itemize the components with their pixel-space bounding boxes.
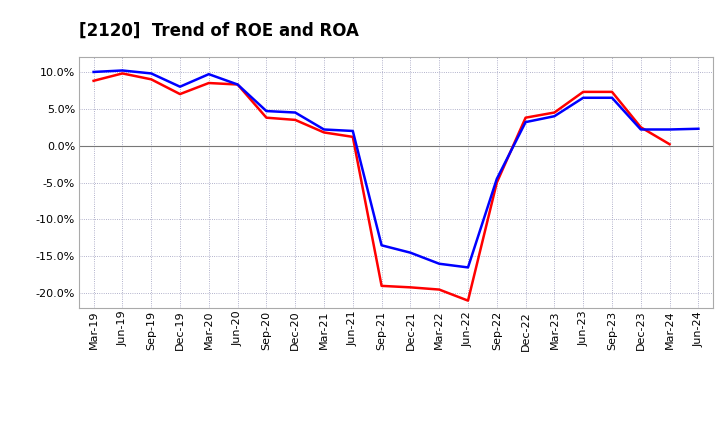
ROA: [492, 176, 501, 182]
ROE: [377, 283, 386, 289]
ROE: [204, 81, 213, 86]
ROA: [636, 127, 645, 132]
ROE: [492, 180, 501, 185]
ROA: [521, 120, 530, 125]
ROA: [550, 114, 559, 119]
ROA: [608, 95, 616, 100]
ROA: [89, 70, 98, 75]
ROA: [262, 108, 271, 114]
ROE: [406, 285, 415, 290]
ROE: [176, 92, 184, 97]
ROE: [550, 110, 559, 115]
ROA: [579, 95, 588, 100]
Line: ROE: ROE: [94, 73, 670, 301]
ROE: [636, 125, 645, 130]
ROA: [320, 127, 328, 132]
ROE: [262, 115, 271, 120]
ROE: [579, 89, 588, 95]
ROA: [464, 265, 472, 270]
ROE: [118, 71, 127, 76]
ROE: [348, 134, 357, 139]
ROA: [665, 127, 674, 132]
ROA: [118, 68, 127, 73]
ROE: [435, 287, 444, 292]
ROE: [608, 89, 616, 95]
ROE: [233, 82, 242, 87]
ROE: [320, 130, 328, 135]
ROA: [147, 71, 156, 76]
Line: ROA: ROA: [94, 70, 698, 268]
ROA: [233, 82, 242, 87]
ROE: [147, 77, 156, 82]
ROA: [348, 128, 357, 134]
ROA: [406, 250, 415, 255]
ROA: [435, 261, 444, 266]
ROA: [291, 110, 300, 115]
ROA: [694, 126, 703, 132]
Text: [2120]  Trend of ROE and ROA: [2120] Trend of ROE and ROA: [79, 22, 359, 40]
ROA: [204, 72, 213, 77]
ROA: [176, 84, 184, 89]
ROA: [377, 242, 386, 248]
ROE: [464, 298, 472, 303]
ROE: [665, 142, 674, 147]
ROE: [291, 117, 300, 122]
ROE: [89, 78, 98, 84]
ROE: [521, 115, 530, 120]
